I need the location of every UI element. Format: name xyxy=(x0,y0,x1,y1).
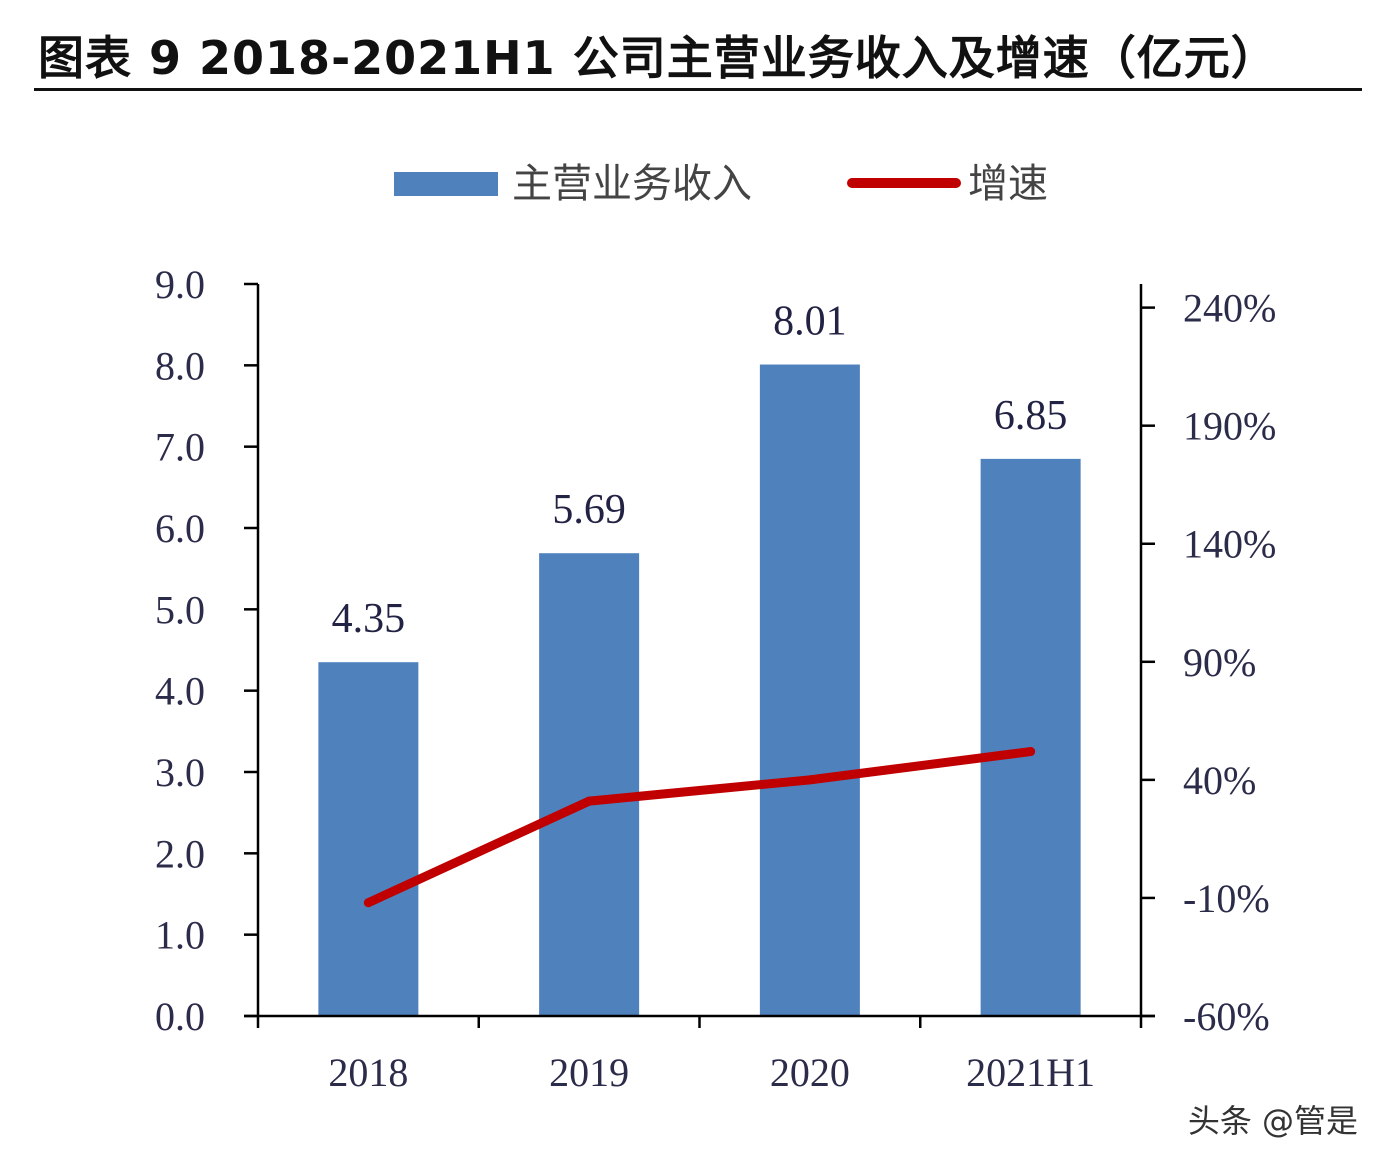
right-tick-label: 90% xyxy=(1183,640,1256,685)
bar-label-2019: 5.69 xyxy=(552,487,626,533)
left-tick-label: 8.0 xyxy=(155,343,205,388)
x-tick-label-2020: 2020 xyxy=(770,1050,850,1095)
bar-2021H1 xyxy=(980,458,1081,1016)
left-tick-label: 6.0 xyxy=(155,506,205,551)
x-tick-label-2021H1: 2021H1 xyxy=(966,1050,1095,1095)
left-tick-label: 7.0 xyxy=(155,425,205,470)
right-tick-label: 140% xyxy=(1183,522,1276,567)
right-tick-label: 40% xyxy=(1183,758,1256,803)
bar-2019 xyxy=(539,553,640,1016)
right-tick-label: 190% xyxy=(1183,404,1276,449)
title-underline xyxy=(34,88,1362,91)
bar-label-2020: 8.01 xyxy=(773,299,847,345)
legend: 主营业务收入 增速 xyxy=(394,161,1048,207)
growth-point-2021H1 xyxy=(1026,747,1036,757)
right-tick-label: -60% xyxy=(1183,994,1270,1039)
right-tick-label: 240% xyxy=(1183,286,1276,331)
left-tick-label: 0.0 xyxy=(155,994,205,1039)
chart-title: 图表 9 2018-2021H1 公司主营业务收入及增速（亿元） xyxy=(38,31,1278,85)
right-tick-label: -10% xyxy=(1183,876,1270,921)
left-tick-label: 3.0 xyxy=(155,750,205,795)
growth-point-2019 xyxy=(584,796,594,806)
legend-bar-swatch xyxy=(394,172,498,196)
left-tick-label: 4.0 xyxy=(155,669,205,714)
legend-line-label: 增速 xyxy=(968,161,1048,207)
x-tick-label-2018: 2018 xyxy=(328,1050,408,1095)
x-tick-label-2019: 2019 xyxy=(549,1050,629,1095)
growth-point-2020 xyxy=(805,775,815,785)
left-tick-label: 9.0 xyxy=(155,262,205,307)
growth-point-2018 xyxy=(363,898,373,908)
bar-label-2018: 4.35 xyxy=(332,596,406,642)
left-tick-label: 2.0 xyxy=(155,831,205,876)
bar-label-2021H1: 6.85 xyxy=(994,393,1068,439)
growth-rate-line xyxy=(363,747,1036,908)
legend-bar-label: 主营业务收入 xyxy=(512,161,752,207)
left-tick-label: 1.0 xyxy=(155,913,205,958)
left-tick-label: 5.0 xyxy=(155,587,205,632)
watermark: 头条 @管是 xyxy=(1187,1102,1358,1140)
bar-2020 xyxy=(759,364,860,1016)
bar-2018 xyxy=(318,662,419,1016)
